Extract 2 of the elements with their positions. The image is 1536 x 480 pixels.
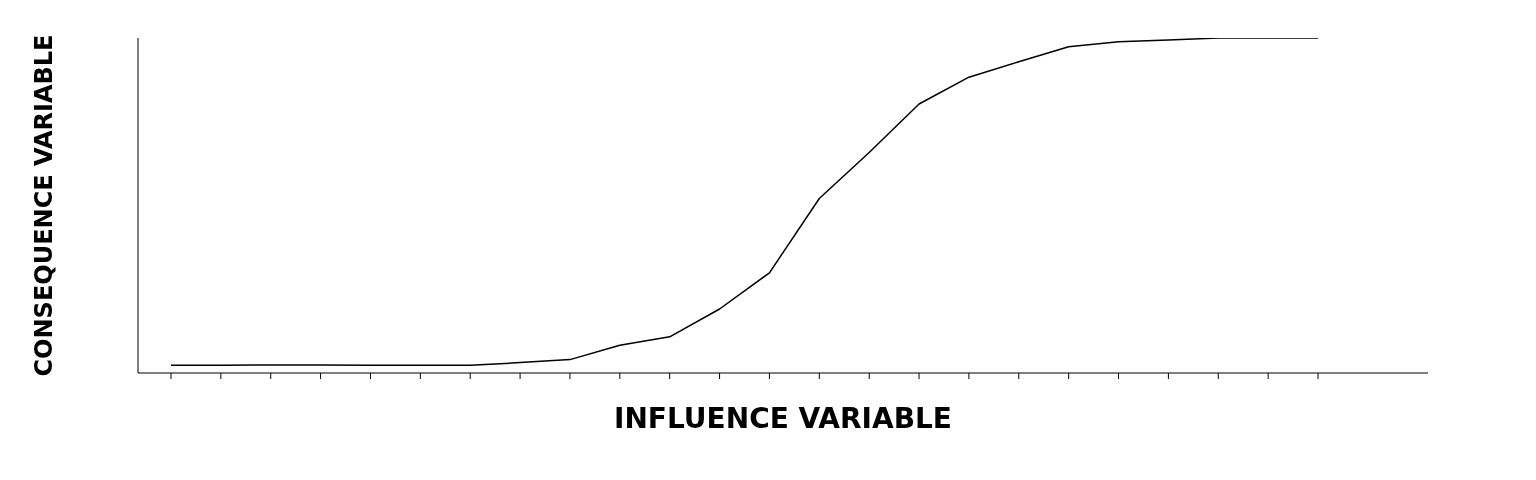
y-axis-title: CONSEQUENCE VARIABLE [29, 34, 58, 377]
x-axis-title: INFLUENCE VARIABLE [614, 402, 952, 435]
